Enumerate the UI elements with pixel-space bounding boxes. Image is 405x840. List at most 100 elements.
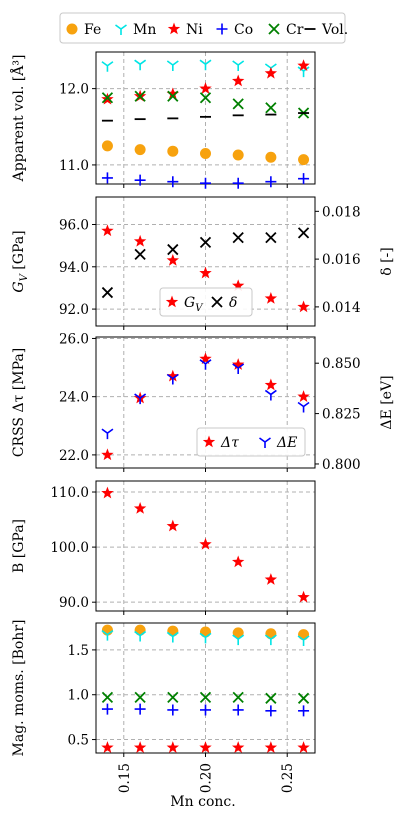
- axes-frame: [95, 480, 316, 612]
- panel-1: 11.0 12.0 Apparent vol. [Å³]: [9, 51, 316, 189]
- data-point-e: [101, 428, 114, 440]
- data-point-: [199, 236, 212, 249]
- data-point-: [101, 286, 114, 299]
- data-point-mn: [134, 630, 147, 642]
- legend-marker-star: [202, 435, 216, 448]
- panel-legend: GV δ: [159, 287, 253, 317]
- data-point-fe: [134, 144, 146, 156]
- data-point-fe: [134, 624, 146, 636]
- data-point-ni: [199, 741, 212, 753]
- data-point-e: [264, 389, 277, 401]
- data-point-co: [134, 174, 146, 186]
- legend-label: δ: [229, 295, 237, 311]
- y-tick-label: 1.5: [68, 643, 89, 659]
- data-point-cr: [232, 691, 244, 704]
- data-point-ni: [166, 87, 179, 100]
- data-point-: [232, 358, 245, 370]
- x-icon: [268, 23, 280, 35]
- data-point-e: [232, 363, 245, 375]
- data-point-co: [232, 177, 244, 189]
- data-point-: [166, 369, 179, 382]
- top-legend: Fe Mn Ni Co Cr Vol.: [59, 12, 348, 44]
- y-tick-label: 100.0: [50, 540, 89, 556]
- data-point-ni: [297, 59, 310, 71]
- x-tick-label: 0.20: [199, 763, 215, 793]
- axes-frame: [95, 336, 316, 469]
- y-tick-label: 92.0: [59, 302, 89, 318]
- y2-tick-label: 0.018: [322, 204, 361, 220]
- circle-icon: [66, 23, 78, 35]
- y2-axis-label: δ [-]: [379, 247, 395, 276]
- data-point-e: [199, 359, 212, 370]
- data-point-gv: [101, 224, 114, 237]
- data-point-cr: [199, 92, 212, 104]
- data-point-mn: [166, 60, 179, 71]
- data-point-mn: [232, 60, 245, 71]
- legend-marker-star: [165, 295, 179, 308]
- legend-label: Co: [234, 22, 253, 38]
- y-axis-label: Apparent vol. [Å³]: [9, 55, 27, 183]
- data-point-fe: [167, 625, 179, 637]
- data-point-b: [297, 590, 310, 603]
- x-axis-label: Mn conc.: [170, 794, 235, 810]
- data-point-b: [133, 502, 147, 514]
- y2-axis-label: ΔE [eV]: [379, 375, 395, 429]
- tri-down-icon: [115, 24, 127, 35]
- data-point-: [167, 243, 179, 256]
- plus-icon: [216, 23, 228, 35]
- data-point-ni: [232, 74, 245, 87]
- axes-frame: [95, 622, 316, 754]
- panel-legend: Δτ ΔE: [196, 427, 306, 457]
- y-tick-label: 24.0: [59, 390, 89, 406]
- data-point-e: [297, 401, 310, 413]
- y-axis-label: CRSS Δτ [MPa]: [11, 348, 27, 457]
- y-tick-label: 110.0: [50, 485, 89, 501]
- panel-5: 0.5 1.0 1.5 Mag. moms. [Bohr]: [11, 620, 316, 757]
- data-point-cr: [265, 692, 277, 704]
- data-point-gv: [166, 253, 179, 266]
- data-point-b: [232, 555, 245, 568]
- data-point-co: [167, 704, 179, 716]
- data-point-mn: [297, 66, 310, 78]
- data-point-: [297, 390, 310, 402]
- data-point-gv: [232, 279, 245, 292]
- data-point-mn: [101, 61, 114, 72]
- y-tick-label: 0.5: [68, 733, 89, 749]
- y2-tick-label: 0.850: [322, 356, 361, 372]
- data-point-cr: [167, 691, 179, 704]
- data-point-mn: [101, 630, 114, 641]
- legend-label: Fe: [84, 22, 101, 38]
- data-point-fe: [232, 149, 244, 161]
- data-point-co: [298, 173, 310, 185]
- y-tick-label: 94.0: [59, 260, 89, 276]
- y-tick-label: 90.0: [59, 595, 89, 611]
- data-point-ni: [264, 66, 278, 79]
- y-tick-label: 96.0: [59, 217, 89, 233]
- data-point-b: [101, 486, 114, 499]
- data-point-mn: [199, 632, 212, 644]
- data-point-b: [264, 573, 278, 585]
- data-point-fe: [232, 627, 244, 639]
- data-point-e: [134, 393, 147, 405]
- data-point-ni: [232, 741, 245, 753]
- data-point-b: [166, 519, 179, 532]
- data-point-fe: [298, 629, 310, 641]
- data-point-gv: [199, 266, 212, 279]
- data-point-ni: [166, 741, 179, 753]
- data-point-cr: [134, 90, 146, 102]
- legend-label: GV: [184, 295, 204, 314]
- data-point-co: [200, 704, 211, 716]
- data-point-mn: [166, 631, 179, 643]
- y-axis-label: Mag. moms. [Bohr]: [11, 620, 27, 757]
- data-point-co: [167, 176, 179, 188]
- panels: 11.0 12.0 Apparent vol. [Å³] 92.0 94.0 96.0 0.…: [9, 51, 395, 793]
- data-point-mn: [199, 59, 212, 71]
- data-point-co: [265, 176, 277, 188]
- data-point-mn: [297, 635, 310, 647]
- y2-tick-label: 0.800: [322, 457, 361, 473]
- data-point-fe: [265, 628, 277, 640]
- data-point-fe: [200, 626, 211, 638]
- data-point-mn: [134, 59, 147, 71]
- data-point-ni: [297, 741, 310, 753]
